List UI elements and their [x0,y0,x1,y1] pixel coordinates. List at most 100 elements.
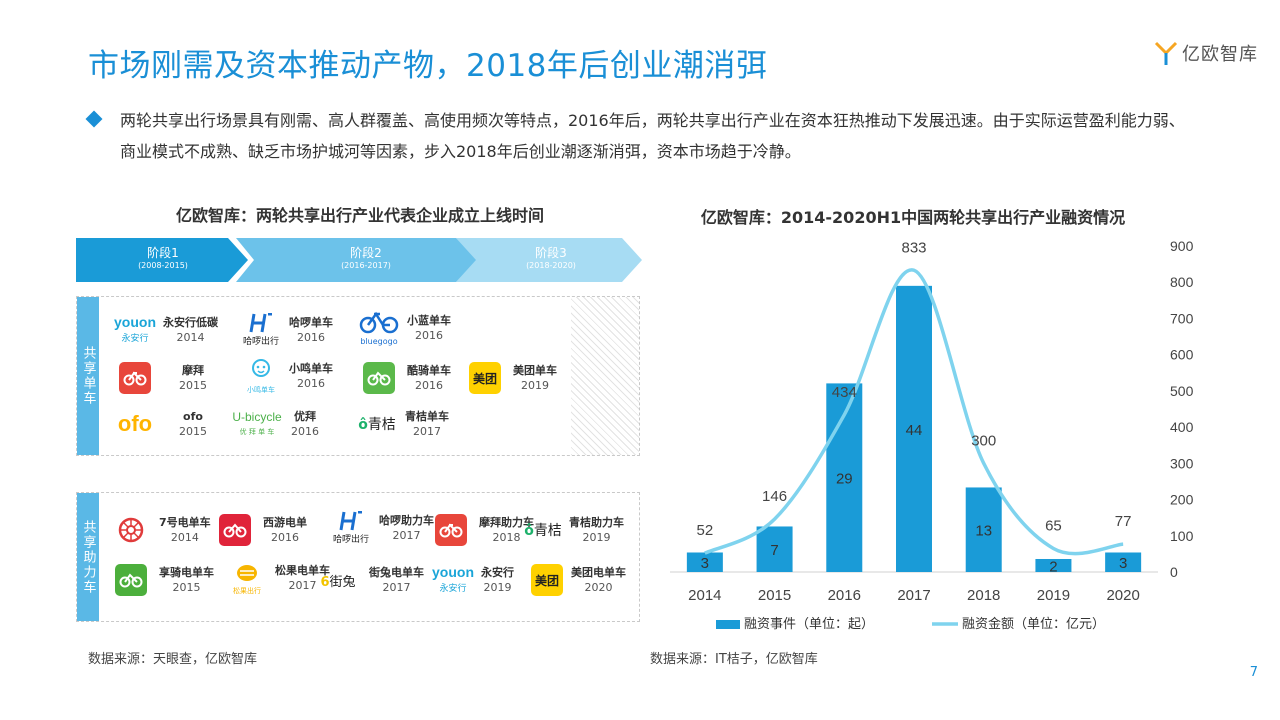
shared-moped-label: 共享助力车 [77,493,99,621]
stage-2-label: 阶段2 (2016-2017) [341,246,391,270]
line-data-label: 52 [697,522,714,539]
stage-3-label: 阶段3 (2018-2020) [526,246,576,270]
mobike-logo-icon [111,361,159,395]
stage-arrow-1 [76,238,248,282]
summary-text: 两轮共享出行场景具有刚需、高人群覆盖、高使用频次等特点，2016年后，两轮共享出… [120,111,1185,161]
bar [965,487,1002,572]
bar-data-label: 7 [770,542,778,559]
bar-data-label: 3 [701,555,709,572]
company-xiyou: 西游电单 2016 [211,513,307,547]
financing-chart: 0 100 200 300 400 500 600 700 800 900 3 2014 7 2015 29… [670,238,1194,631]
meituan-logo-icon: 美团 [527,563,567,597]
y-tick-label: 200 [1170,492,1194,508]
x-tick-label: 2019 [1037,587,1070,604]
bar-data-label: 2 [1049,558,1057,575]
brand-name: 亿欧智库 [1182,44,1258,65]
line-data-label: 77 [1115,513,1132,530]
x-tick-label: 2018 [967,587,1000,604]
timeline-title: 亿欧智库：两轮共享出行产业代表企业成立上线时间 [175,206,544,225]
right-source: 数据来源：IT桔子，亿欧智库 [650,652,818,667]
brand-logo: 亿欧智库 [1154,40,1258,66]
left-source: 数据来源：天眼查，亿欧智库 [88,652,258,667]
bar-data-label: 13 [975,523,992,540]
company-youon-moped: youon 永安行 永安行 2019 [429,563,514,597]
qingju-logo-icon: ô青桔 [358,417,396,433]
line-data-label: 65 [1045,517,1062,534]
company-mobike-moped: 摩拜助力车 2018 [427,513,534,547]
xiangqi-logo-icon [107,563,155,597]
legend-bar-label: 融资事件（单位：起） [744,616,874,631]
company-no7: 7号电单车 2014 [107,513,211,547]
hellobike-logo-icon: 哈啰助力车 哈啰出行 [237,312,285,347]
y-tick-label: 400 [1170,419,1194,435]
company-coolqi: 酷骑单车 2016 [355,361,451,395]
bar [686,552,723,572]
stage-1-label: 阶段1 (2008-2015) [138,246,188,270]
summary-bullet: 两轮共享出行场景具有刚需、高人群覆盖、高使用频次等特点，2016年后，两轮共享出… [85,105,1198,167]
company-ofo: ofo ofo 2015 [111,407,207,441]
x-tick-label: 2014 [688,587,721,604]
legend-line-label: 融资金额（单位：亿元） [962,616,1105,631]
stage-arrows: 阶段1 (2008-2015) 阶段2 (2016-2017) 阶段3 (201… [76,238,642,282]
company-qingju-moped: ô青桔 青桔助力车 2019 [521,513,624,547]
y-tick-label: 100 [1170,528,1194,544]
company-youon: youon 永安行 永安行低碳 2014 [111,313,218,347]
company-songguo: 松果出行 松果电单车 2017 [223,561,330,595]
line-data-label: 146 [762,488,787,505]
legend-bar-swatch [716,620,740,629]
page-number: 7 [1249,665,1258,680]
company-jietu: 6街兔 街兔电单车 2017 [311,563,424,597]
shared-bike-label: 共享单车 [77,297,99,455]
bar [1035,558,1072,572]
ofo-logo-icon: ofo [117,411,153,436]
bar-data-label: 29 [836,471,853,488]
mobike-logo-icon [427,513,475,547]
company-meituan-moped: 美团 美团电单车 2020 [527,563,626,597]
meituan-logo-icon: 美团 [461,361,509,395]
qingju-logo-icon: ô青桔 [524,523,562,539]
company-mingbike: 小鸣单车 小鸣单车 2016 [237,358,333,394]
company-bluegogo: bluegogo 小蓝单车 2016 [355,311,451,346]
bar [896,285,932,572]
company-mobike: 摩拜 2015 [111,361,207,395]
x-tick-label: 2020 [1106,587,1139,604]
bar [756,526,793,572]
chart-title: 亿欧智库：2014-2020H1中国两轮共享出行产业融资情况 [700,208,1126,227]
line-data-label: 434 [832,384,857,401]
y-tick-label: 800 [1170,274,1194,290]
shared-moped-panel: 共享助力车 7号电单车 2014 西游电单 2016 哈啰出行 哈啰助力车 2017 [76,492,640,622]
ubicycle-logo-icon: U-bicycle 优 拜 单 车 [232,410,282,436]
mingbike-logo-icon: 小鸣单车 [237,358,285,394]
bar [1105,552,1142,572]
x-tick-label: 2017 [897,587,930,604]
youon-logo-icon: youon 永安行 [432,563,474,594]
company-xiangqi: 享骑电单车 2015 [107,563,214,597]
hellobike-logo-icon: 哈啰出行 [327,510,375,545]
y-tick-label: 500 [1170,383,1194,399]
company-qingju: ô青桔 青桔单车 2017 [353,407,449,441]
x-tick-label: 2015 [758,587,791,604]
coolqi-logo-icon [355,361,403,395]
company-ubicycle: U-bicycle 优 拜 单 车 优拜 2016 [227,407,319,441]
brand-mark-icon [1154,41,1178,65]
bar-data-label: 3 [1119,555,1127,572]
company-meituan-bike: 美团 美团单车 2019 [461,361,557,395]
bluegogo-logo-icon: bluegogo [355,311,403,346]
youon-logo-icon: youon 永安行 [114,313,156,344]
slide-title: 市场刚需及资本推动产物，2018年后创业潮消弭 [88,48,768,84]
no7-logo-icon [107,513,155,547]
stage-arrow-2 [236,238,476,282]
y-tick-label: 900 [1170,238,1194,254]
jietu-logo-icon: 6街兔 [320,574,356,590]
bar-data-label: 44 [906,422,923,439]
x-tick-label: 2016 [828,587,861,604]
y-tick-label: 600 [1170,347,1194,363]
line-data-label: 833 [901,239,926,256]
y-tick-label: 300 [1170,455,1194,471]
songguo-logo-icon: 松果出行 [223,561,271,595]
amount-line [704,268,1124,556]
company-hellobike-moped: 哈啰出行 哈啰助力车 2017 [327,510,434,545]
line-data-label: 300 [971,432,996,449]
xiyou-logo-icon [211,513,259,547]
